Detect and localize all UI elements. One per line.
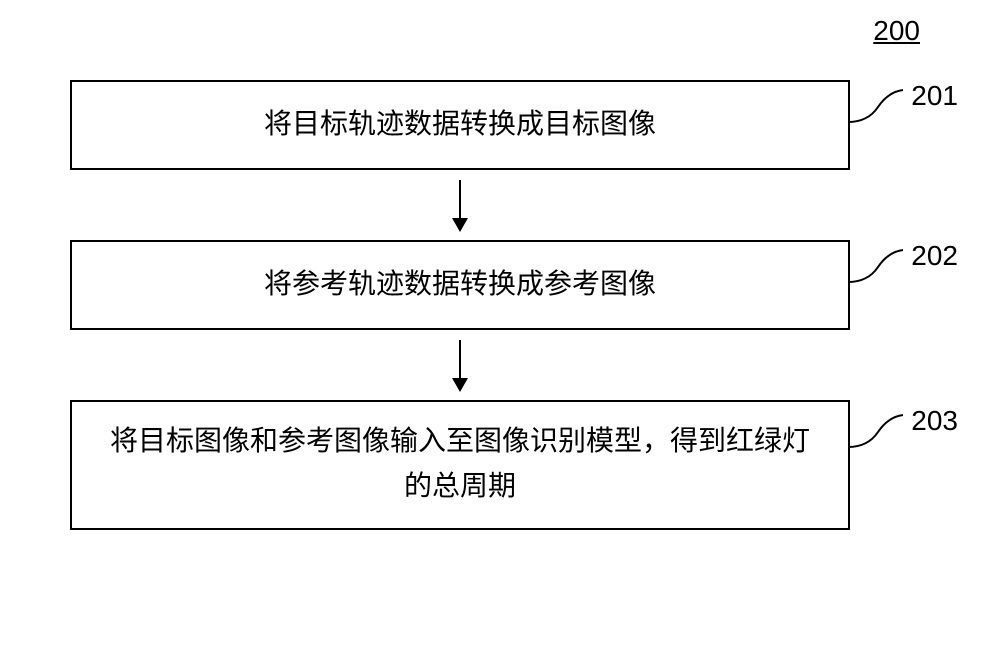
step-box-2: 将参考轨迹数据转换成参考图像 202: [70, 240, 850, 330]
step-box-1: 将目标轨迹数据转换成目标图像 201: [70, 80, 850, 170]
flowchart-container: 将目标轨迹数据转换成目标图像 201 将参考轨迹数据转换成参考图像 202: [70, 80, 850, 530]
connector-2: [848, 242, 908, 302]
arrow-line-2: [459, 340, 461, 390]
arrow-2: [70, 330, 850, 400]
diagram-number: 200: [873, 15, 920, 47]
step-label-1: 201: [911, 74, 958, 119]
step-text-2: 将参考轨迹数据转换成参考图像: [264, 263, 656, 308]
connector-3: [848, 407, 908, 467]
arrow-head-1: [452, 218, 468, 232]
arrow-1: [70, 170, 850, 240]
step-box-3: 将目标图像和参考图像输入至图像识别模型，得到红绿灯的总周期 203: [70, 400, 850, 530]
step-text-1: 将目标轨迹数据转换成目标图像: [264, 103, 656, 148]
arrow-line-1: [459, 180, 461, 230]
step-label-3: 203: [911, 399, 958, 444]
step-text-3: 将目标图像和参考图像输入至图像识别模型，得到红绿灯的总周期: [102, 420, 818, 510]
step-label-2: 202: [911, 234, 958, 279]
arrow-head-2: [452, 378, 468, 392]
flowchart-diagram: 200 将目标轨迹数据转换成目标图像 201 将参考轨迹数据转换成参考图像 20…: [0, 0, 1000, 667]
connector-1: [848, 82, 908, 142]
